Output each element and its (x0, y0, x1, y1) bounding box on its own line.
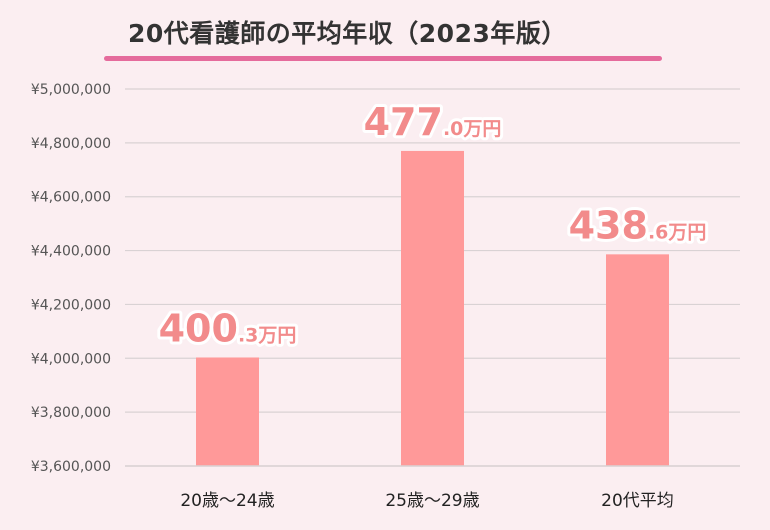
title-underline (104, 56, 662, 61)
data-label-value: 400 (159, 306, 238, 350)
x-tick-label: 20代平均 (601, 491, 674, 511)
x-tick-label: 25歳～29歳 (385, 491, 479, 511)
data-label: 400.3万円 (159, 306, 297, 350)
data-label-value: 438 (569, 203, 648, 247)
bar (196, 357, 259, 466)
bar (606, 254, 669, 466)
data-label-unit: .6万円 (648, 221, 706, 243)
y-tick-label: ¥3,800,000 (31, 405, 111, 421)
y-tick-label: ¥4,400,000 (31, 244, 111, 260)
x-tick-label: 20歳～24歳 (180, 491, 274, 511)
data-label-unit: .3万円 (238, 324, 296, 346)
bar (401, 150, 464, 466)
data-label: 438.6万円 (569, 203, 707, 247)
y-tick-label: ¥4,000,000 (31, 351, 111, 367)
data-label-unit: .0万円 (443, 118, 501, 140)
y-tick-label: ¥4,600,000 (31, 190, 111, 206)
data-label-value: 477 (364, 100, 443, 144)
data-label: 477.0万円 (364, 100, 502, 144)
y-tick-label: ¥3,600,000 (31, 459, 111, 475)
y-tick-label: ¥5,000,000 (31, 82, 111, 98)
y-tick-label: ¥4,200,000 (31, 297, 111, 313)
y-tick-label: ¥4,800,000 (31, 136, 111, 152)
chart-title: 20代看護師の平均年収（2023年版） (128, 19, 567, 48)
